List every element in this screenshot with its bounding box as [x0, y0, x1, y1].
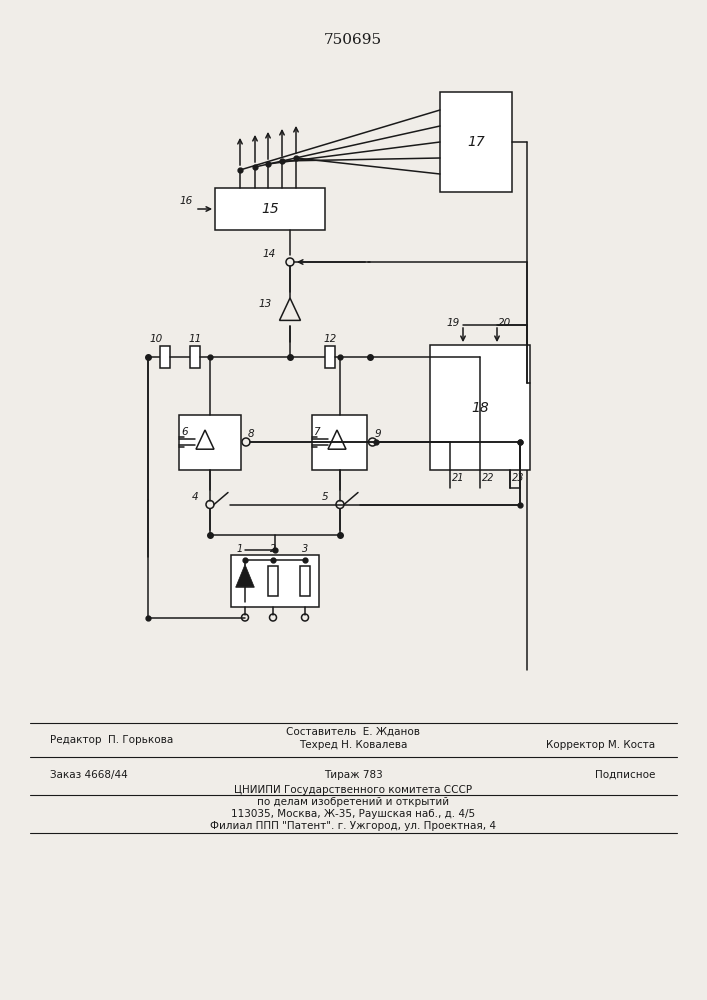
Text: 6: 6 [182, 427, 188, 437]
Text: 12: 12 [323, 334, 337, 344]
Polygon shape [236, 564, 254, 586]
Text: Подписное: Подписное [595, 770, 655, 780]
Text: Составитель  Е. Жданов: Составитель Е. Жданов [286, 727, 420, 737]
Text: 4: 4 [192, 491, 198, 502]
Text: 17: 17 [467, 135, 485, 149]
Text: 18: 18 [471, 400, 489, 414]
Text: 21: 21 [452, 473, 464, 483]
Text: 10: 10 [150, 334, 163, 344]
Text: 13: 13 [259, 299, 272, 309]
Bar [268, 566, 278, 595]
Text: 7: 7 [313, 427, 320, 437]
Text: 8: 8 [248, 429, 255, 439]
Text: Корректор М. Коста: Корректор М. Коста [546, 740, 655, 750]
Text: Заказ 4668/44: Заказ 4668/44 [50, 770, 128, 780]
Text: 23: 23 [512, 473, 525, 483]
Bar [190, 346, 200, 368]
Bar [325, 346, 335, 368]
Text: по делам изобретений и открытий: по делам изобретений и открытий [257, 797, 449, 807]
Text: 14: 14 [263, 249, 276, 259]
Bar [179, 414, 241, 470]
Bar [430, 345, 530, 470]
Text: 113035, Москва, Ж-35, Раушская наб., д. 4/5: 113035, Москва, Ж-35, Раушская наб., д. … [231, 809, 475, 819]
Bar [300, 566, 310, 595]
Text: 16: 16 [180, 196, 193, 206]
Bar [312, 414, 368, 470]
Text: 3: 3 [302, 544, 308, 554]
Text: 5: 5 [322, 491, 328, 502]
Text: 15: 15 [261, 202, 279, 216]
Text: 11: 11 [188, 334, 201, 344]
Text: Редактор  П. Горькова: Редактор П. Горькова [50, 735, 173, 745]
Text: 1: 1 [237, 544, 243, 554]
Text: 20: 20 [498, 318, 511, 328]
Bar [215, 188, 325, 230]
Bar [160, 346, 170, 368]
Text: ЦНИИПИ Государственного комитета СССР: ЦНИИПИ Государственного комитета СССР [234, 785, 472, 795]
Text: 9: 9 [375, 429, 381, 439]
Text: 22: 22 [482, 473, 494, 483]
Bar [231, 554, 319, 606]
Text: 19: 19 [447, 318, 460, 328]
Bar [440, 92, 512, 192]
Text: 2: 2 [270, 544, 276, 554]
Text: Техред Н. Ковалева: Техред Н. Ковалева [299, 740, 407, 750]
Text: 750695: 750695 [324, 33, 382, 47]
Text: Филиал ППП "Патент". г. Ужгород, ул. Проектная, 4: Филиал ППП "Патент". г. Ужгород, ул. Про… [210, 821, 496, 831]
Text: Тираж 783: Тираж 783 [324, 770, 382, 780]
